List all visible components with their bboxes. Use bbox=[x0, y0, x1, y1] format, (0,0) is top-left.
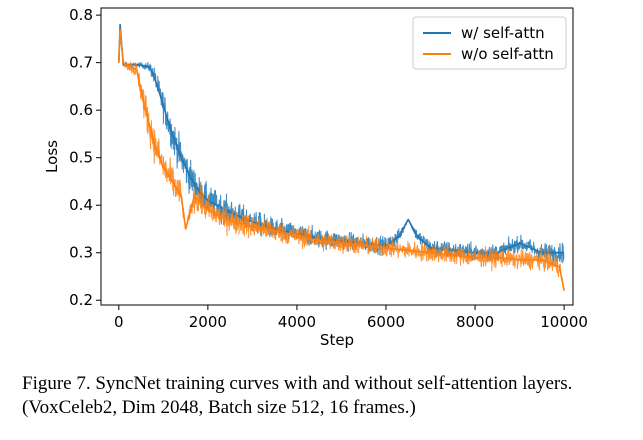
y-tick-label: 0.6 bbox=[69, 101, 93, 119]
figure-caption: Figure 7. SyncNet training curves with a… bbox=[22, 373, 573, 418]
y-tick-label: 0.7 bbox=[69, 54, 93, 72]
y-tick-label: 0.4 bbox=[69, 196, 93, 214]
series-without-self-attn bbox=[118, 28, 565, 291]
plot-frame bbox=[100, 7, 574, 306]
series-noise-trace bbox=[118, 29, 565, 290]
axes-layer: 0 2000 4000 6000 8000 10000 0.2 0.3 0.4 0.5 0.6 0.7… bbox=[43, 6, 588, 349]
x-tick-label: 10000 bbox=[540, 313, 588, 331]
x-tick-label: 2000 bbox=[189, 313, 227, 331]
x-tick-label: 8000 bbox=[456, 313, 494, 331]
y-tick-label: 0.5 bbox=[69, 149, 93, 167]
x-tick-label: 6000 bbox=[367, 313, 405, 331]
legend-label: w/ self-attn bbox=[461, 24, 545, 42]
y-tick-label: 0.2 bbox=[69, 291, 93, 309]
legend: w/ self-attn w/o self-attn bbox=[412, 16, 567, 70]
x-tick-label: 4000 bbox=[278, 313, 316, 331]
loss-chart: 0 2000 4000 6000 8000 10000 0.2 0.3 0.4 0.5 0.6 0.7… bbox=[43, 6, 588, 349]
x-tick-label: 0 bbox=[114, 313, 124, 331]
series-layer bbox=[118, 23, 565, 291]
y-tick-label: 0.3 bbox=[69, 244, 93, 262]
y-tick-label: 0.8 bbox=[69, 6, 93, 24]
y-axis-label: Loss bbox=[43, 140, 61, 173]
legend-box bbox=[412, 16, 567, 70]
x-axis-label: Step bbox=[320, 331, 354, 349]
legend-label: w/o self-attn bbox=[461, 45, 554, 63]
